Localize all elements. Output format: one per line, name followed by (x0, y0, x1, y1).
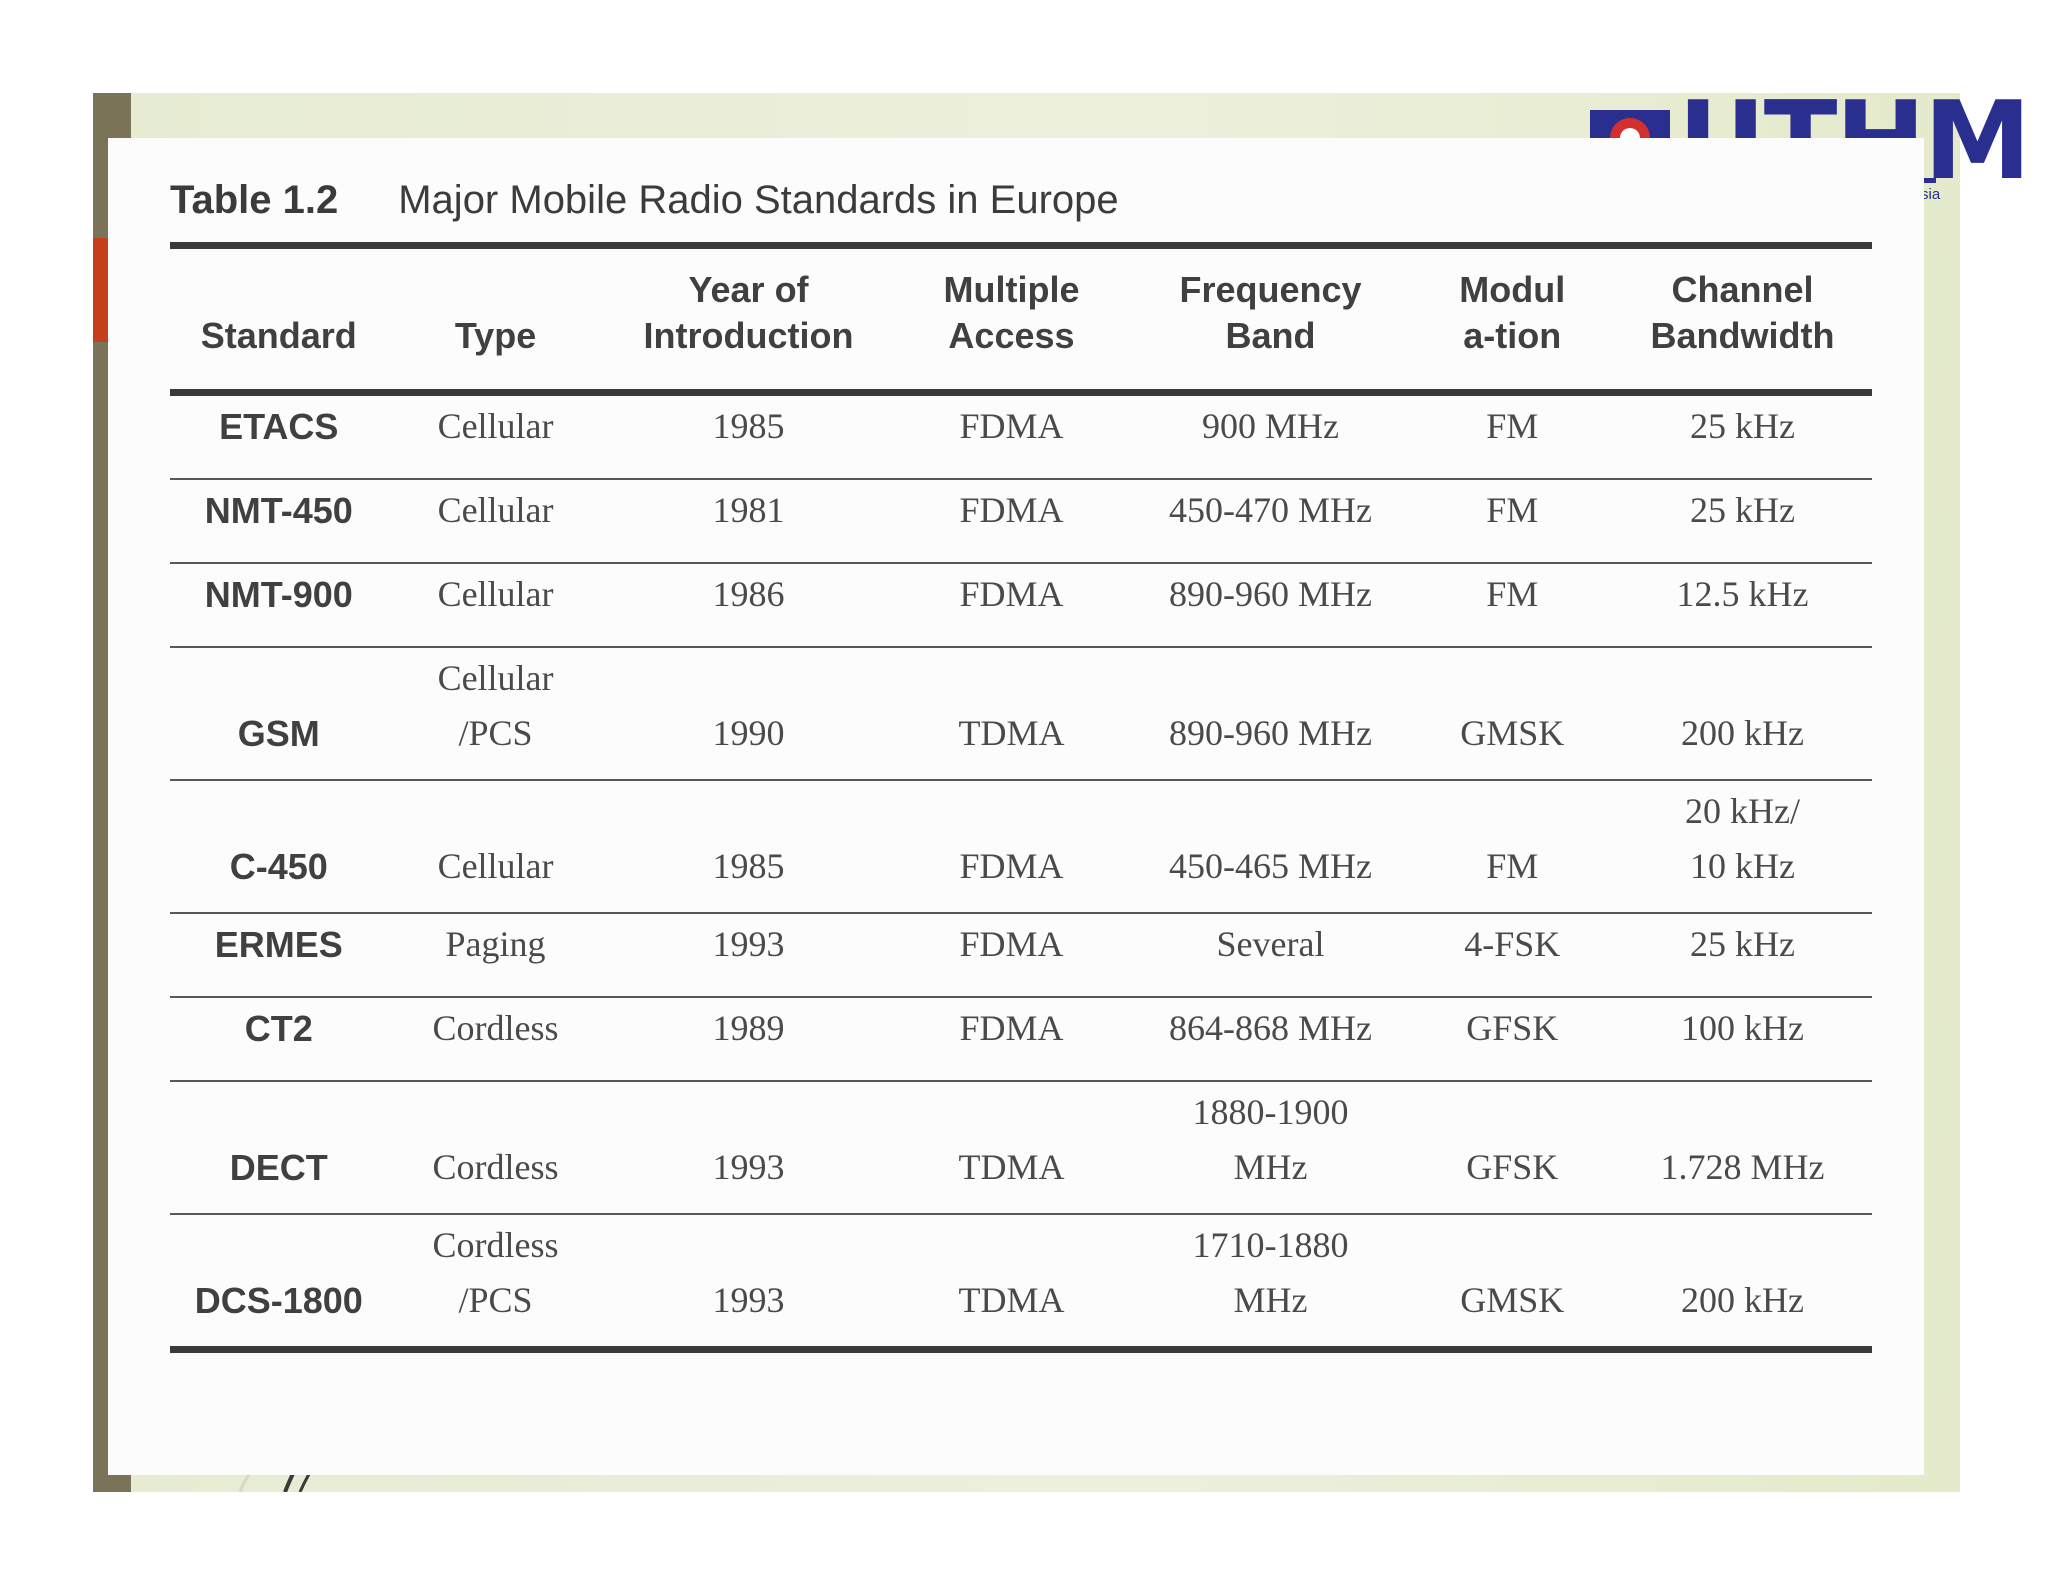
cell-band: 890-960 MHz (1129, 563, 1412, 648)
col-header-type: Type (387, 242, 604, 396)
cell-modulation: GMSK (1411, 647, 1613, 781)
table-title: Major Mobile Radio Standards in Europe (398, 178, 1119, 222)
header-row: Standard Type Year of Introduction Multi… (170, 242, 1872, 396)
table-row: ETACS Cellular 1985 FDMA 900 MHz FM 25 k… (170, 392, 1872, 480)
cell-standard: NMT-450 (170, 479, 388, 564)
cell-band: 1710-1880 MHz (1129, 1214, 1412, 1353)
cell-bandwidth: 12.5 kHz (1613, 563, 1872, 648)
cell-year: 1985 (603, 392, 894, 480)
cell-bandwidth: 200 kHz (1613, 647, 1872, 781)
cell-bandwidth: 100 kHz (1613, 997, 1872, 1082)
cell-bandwidth: 25 kHz (1613, 479, 1872, 564)
cell-year: 1985 (603, 780, 894, 914)
table-row: DECT Cordless 1993 TDMA 1880-1900 MHz GF… (170, 1081, 1872, 1215)
cell-type: Cellular (387, 780, 604, 914)
table-row: ERMES Paging 1993 FDMA Several 4-FSK 25 … (170, 913, 1872, 998)
standards-table: Standard Type Year of Introduction Multi… (170, 242, 1872, 1353)
cell-year: 1993 (603, 913, 894, 998)
cell-type: Cordless (387, 997, 604, 1082)
cell-bandwidth: 20 kHz/ 10 kHz (1613, 780, 1872, 914)
cell-access: FDMA (893, 392, 1130, 480)
cell-year: 1989 (603, 997, 894, 1082)
table-caption: Table 1.2 Major Mobile Radio Standards in… (170, 178, 1119, 223)
table-row: DCS-1800 Cordless /PCS 1993 TDMA 1710-18… (170, 1214, 1872, 1353)
cell-year: 1993 (603, 1081, 894, 1215)
table-row: CT2 Cordless 1989 FDMA 864-868 MHz GFSK … (170, 997, 1872, 1082)
col-header-year: Year of Introduction (603, 242, 894, 396)
cell-standard: DECT (170, 1081, 388, 1215)
cell-standard: NMT-900 (170, 563, 388, 648)
cell-type: Cellular (387, 563, 604, 648)
cell-access: FDMA (893, 780, 1130, 914)
cell-standard: C-450 (170, 780, 388, 914)
cell-access: FDMA (893, 997, 1130, 1082)
cell-modulation: FM (1411, 392, 1613, 480)
cell-band: 890-960 MHz (1129, 647, 1412, 781)
table-row: NMT-900 Cellular 1986 FDMA 890-960 MHz F… (170, 563, 1872, 648)
cell-year: 1990 (603, 647, 894, 781)
cell-year: 1986 (603, 563, 894, 648)
table-row: NMT-450 Cellular 1981 FDMA 450-470 MHz F… (170, 479, 1872, 564)
cell-bandwidth: 25 kHz (1613, 392, 1872, 480)
cell-bandwidth: 1.728 MHz (1613, 1081, 1872, 1215)
cell-bandwidth: 25 kHz (1613, 913, 1872, 998)
cell-band: 1880-1900 MHz (1129, 1081, 1412, 1215)
col-header-standard: Standard (170, 242, 388, 396)
cell-band: 900 MHz (1129, 392, 1412, 480)
cell-type: Paging (387, 913, 604, 998)
col-header-multiple-access: Multiple Access (893, 242, 1130, 396)
cell-type: Cellular (387, 479, 604, 564)
cell-modulation: FM (1411, 780, 1613, 914)
cell-standard: CT2 (170, 997, 388, 1082)
slide-accent-mark (93, 238, 110, 342)
cell-standard: DCS-1800 (170, 1214, 388, 1353)
cell-standard: ERMES (170, 913, 388, 998)
cell-access: TDMA (893, 1214, 1130, 1353)
cell-access: TDMA (893, 1081, 1130, 1215)
cell-type: Cellular /PCS (387, 647, 604, 781)
table-row: C-450 Cellular 1985 FDMA 450-465 MHz FM … (170, 780, 1872, 914)
cell-access: FDMA (893, 913, 1130, 998)
cell-access: FDMA (893, 479, 1130, 564)
cell-year: 1993 (603, 1214, 894, 1353)
cell-standard: GSM (170, 647, 388, 781)
cell-modulation: GMSK (1411, 1214, 1613, 1353)
cell-type: Cellular (387, 392, 604, 480)
cell-modulation: GFSK (1411, 1081, 1613, 1215)
cell-access: FDMA (893, 563, 1130, 648)
cell-band: Several (1129, 913, 1412, 998)
cell-standard: ETACS (170, 392, 388, 480)
cell-year: 1981 (603, 479, 894, 564)
cell-type: Cordless /PCS (387, 1214, 604, 1353)
cell-type: Cordless (387, 1081, 604, 1215)
cell-band: 864-868 MHz (1129, 997, 1412, 1082)
logo-subtext: sia (1921, 186, 1941, 203)
cell-modulation: FM (1411, 479, 1613, 564)
col-header-frequency-band: Frequency Band (1129, 242, 1412, 396)
cell-bandwidth: 200 kHz (1613, 1214, 1872, 1353)
col-header-modulation: Modula-tion (1411, 242, 1613, 396)
cell-band: 450-465 MHz (1129, 780, 1412, 914)
document-panel: Table 1.2 Major Mobile Radio Standards in… (108, 138, 1924, 1475)
cell-access: TDMA (893, 647, 1130, 781)
col-header-channel-bandwidth: Channel Bandwidth (1613, 242, 1872, 396)
cell-band: 450-470 MHz (1129, 479, 1412, 564)
cell-modulation: 4-FSK (1411, 913, 1613, 998)
cell-modulation: FM (1411, 563, 1613, 648)
table-number: Table 1.2 (170, 178, 339, 222)
cell-modulation: GFSK (1411, 997, 1613, 1082)
table-row: GSM Cellular /PCS 1990 TDMA 890-960 MHz … (170, 647, 1872, 781)
